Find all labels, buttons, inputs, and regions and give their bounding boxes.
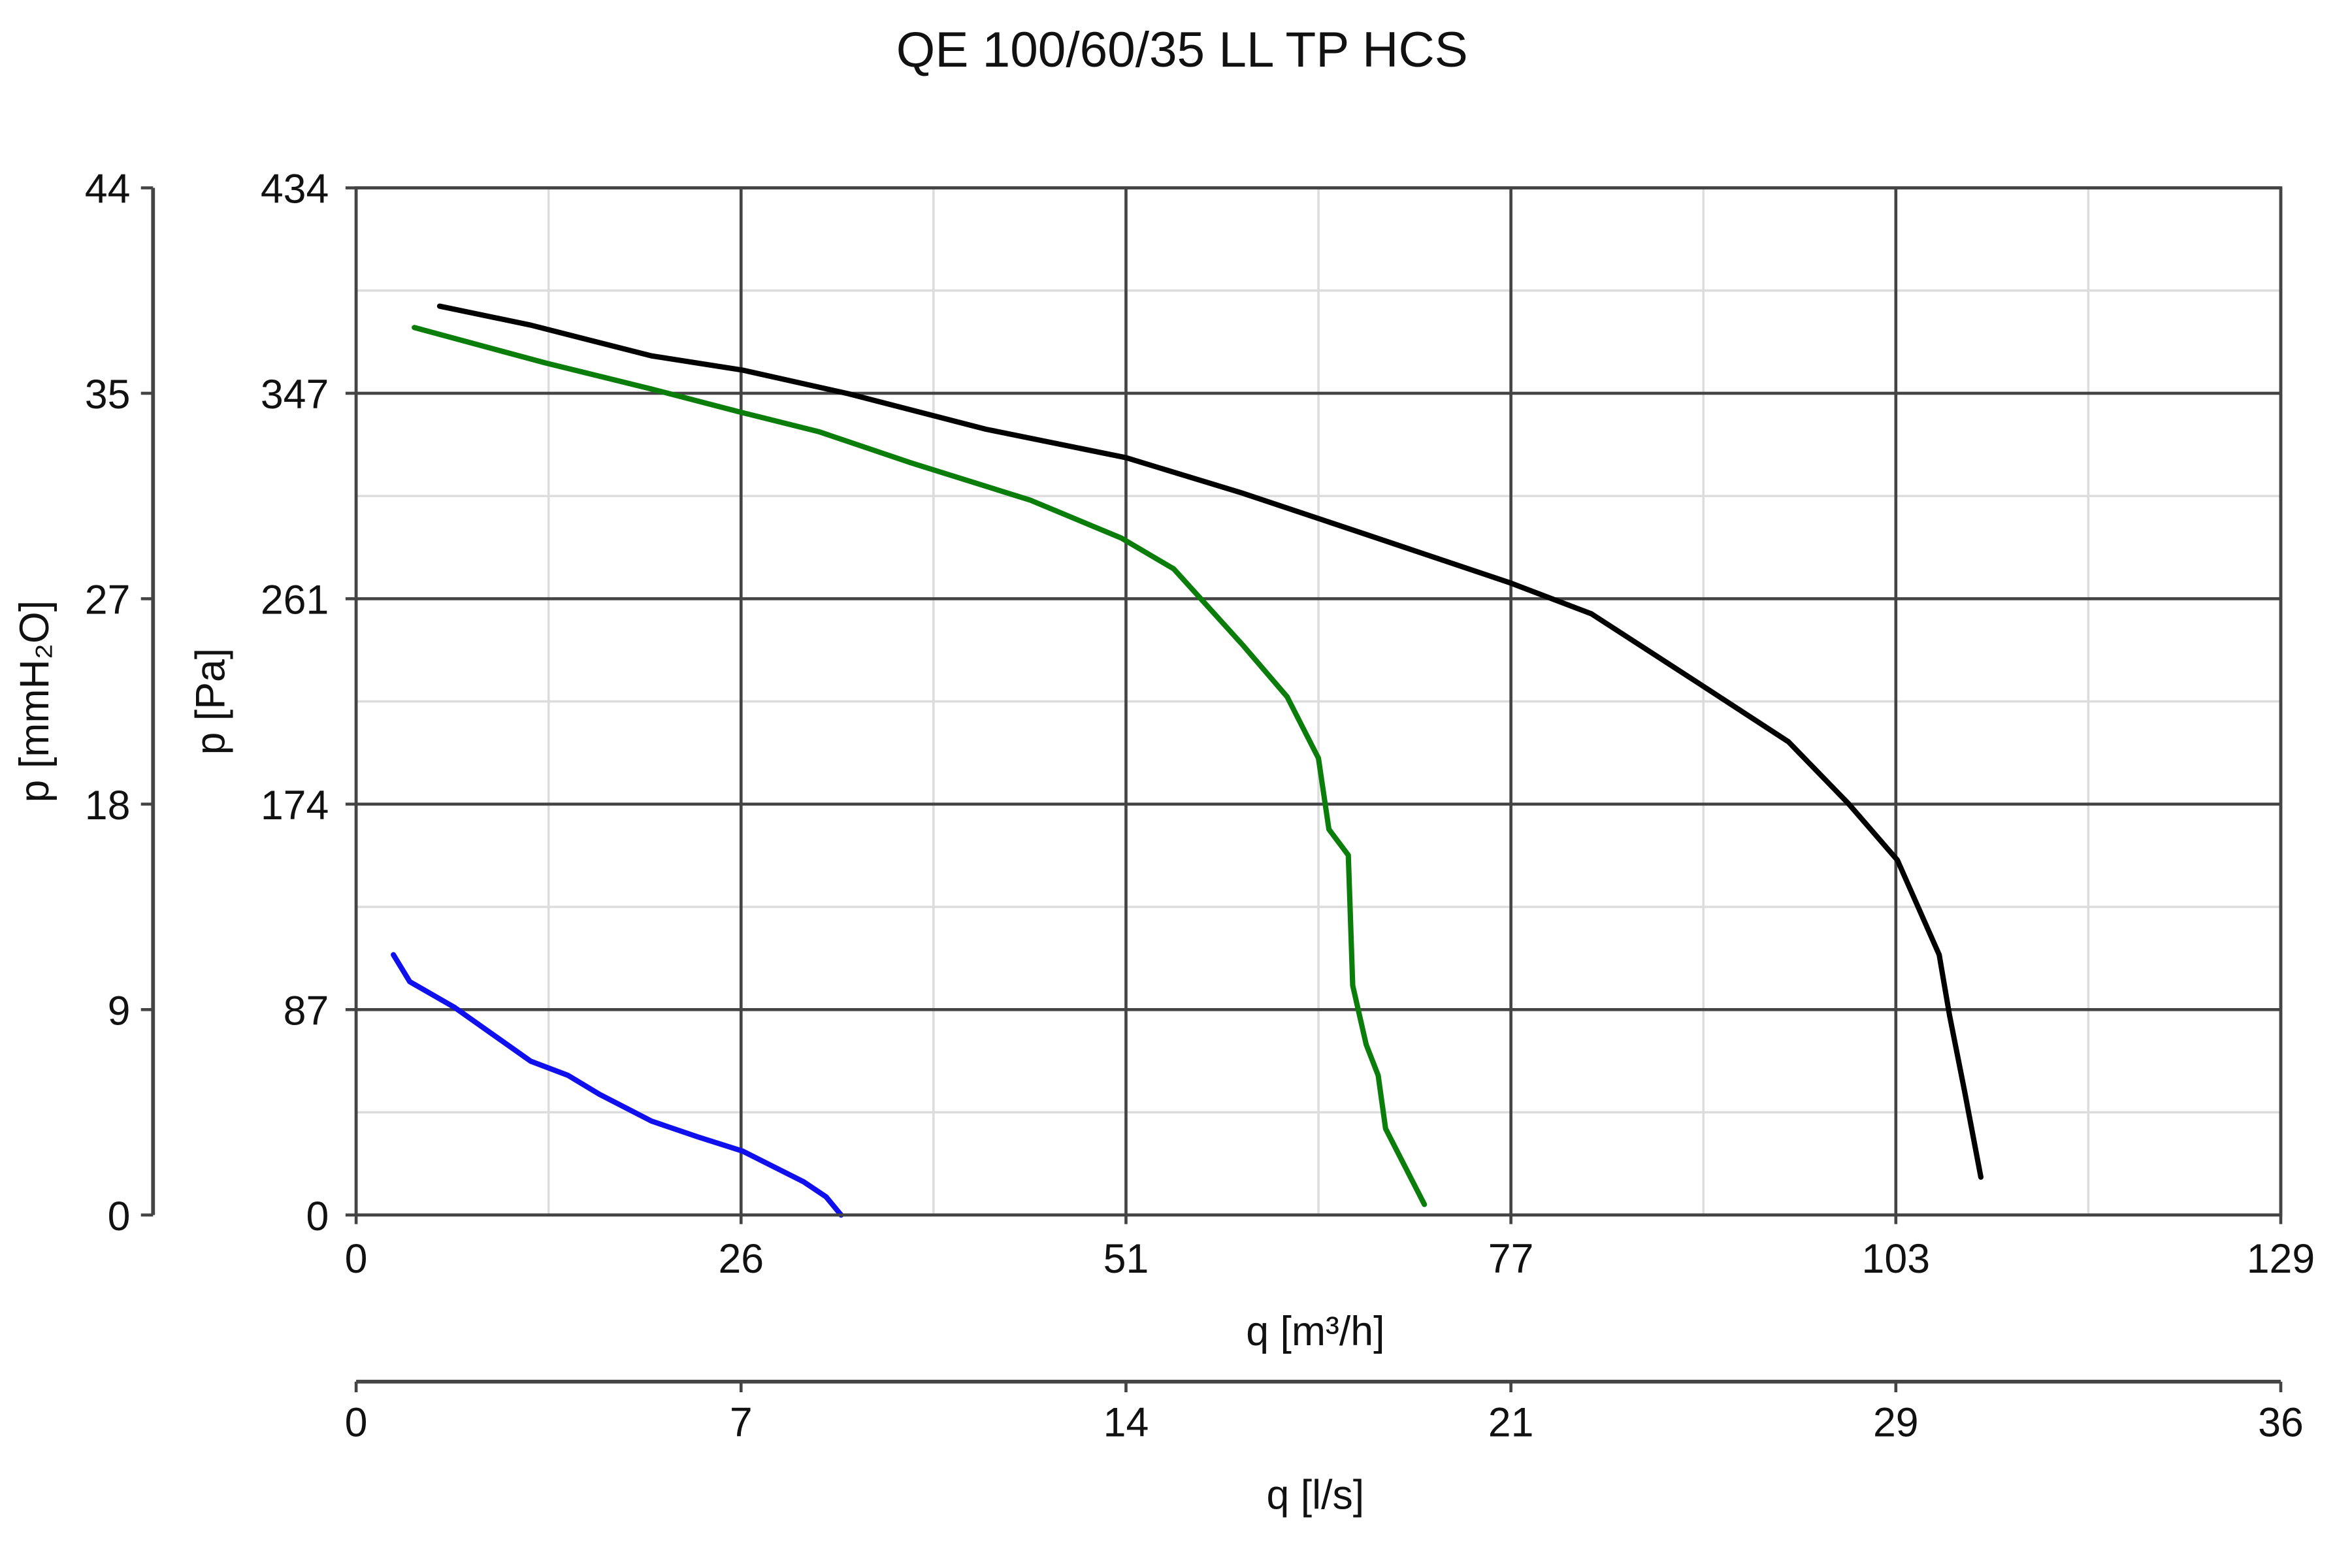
secondary-x-tick-label: 36: [2258, 1399, 2304, 1445]
secondary-y-tick-label: 27: [85, 578, 131, 623]
secondary-y-tick-label: 35: [85, 372, 131, 417]
y-tick-label: 174: [261, 783, 329, 828]
series-line-3: [391, 952, 844, 1218]
secondary-y-axis-label: p [mmH₂O]: [12, 600, 57, 802]
y-tick-label: 434: [261, 167, 329, 212]
plot-frame: [354, 186, 2283, 1217]
secondary-y-tick-label: 9: [108, 988, 131, 1034]
x-tick-label: 129: [2247, 1236, 2315, 1282]
secondary-x-tick-label: 7: [730, 1399, 753, 1445]
x-tick-label: 51: [1103, 1236, 1149, 1282]
x-tick-label: 0: [345, 1236, 368, 1282]
x-tick-label: 26: [718, 1236, 764, 1282]
series-line-2: [412, 325, 1428, 1207]
secondary-x-axis-label: q [l/s]: [1267, 1473, 1365, 1518]
x-tick-label: 103: [1862, 1236, 1930, 1282]
y-tick-label: 347: [261, 372, 329, 417]
x-tick-label: 77: [1488, 1236, 1534, 1282]
axes: 0000268797511741814772612721103347352912…: [85, 167, 2315, 1446]
series-line-1: [436, 303, 1984, 1180]
x-axis-label: q [m³/h]: [1246, 1309, 1384, 1354]
secondary-y-tick-label: 0: [108, 1194, 131, 1239]
y-tick-label: 0: [306, 1194, 329, 1239]
y-tick-label: 261: [261, 578, 329, 623]
chart-title: QE 100/60/35 LL TP HCS: [896, 22, 1468, 78]
secondary-x-tick-label: 0: [345, 1399, 368, 1445]
y-axis-label: p [Pa]: [188, 648, 233, 755]
grid: [354, 186, 2283, 1217]
series-layer: [391, 303, 1984, 1218]
y-tick-label: 87: [284, 988, 329, 1034]
secondary-y-tick-label: 18: [85, 783, 131, 828]
secondary-x-tick-label: 14: [1103, 1399, 1149, 1445]
secondary-y-tick-label: 44: [85, 167, 131, 212]
secondary-x-tick-label: 21: [1488, 1399, 1534, 1445]
secondary-x-tick-label: 29: [1873, 1399, 1919, 1445]
